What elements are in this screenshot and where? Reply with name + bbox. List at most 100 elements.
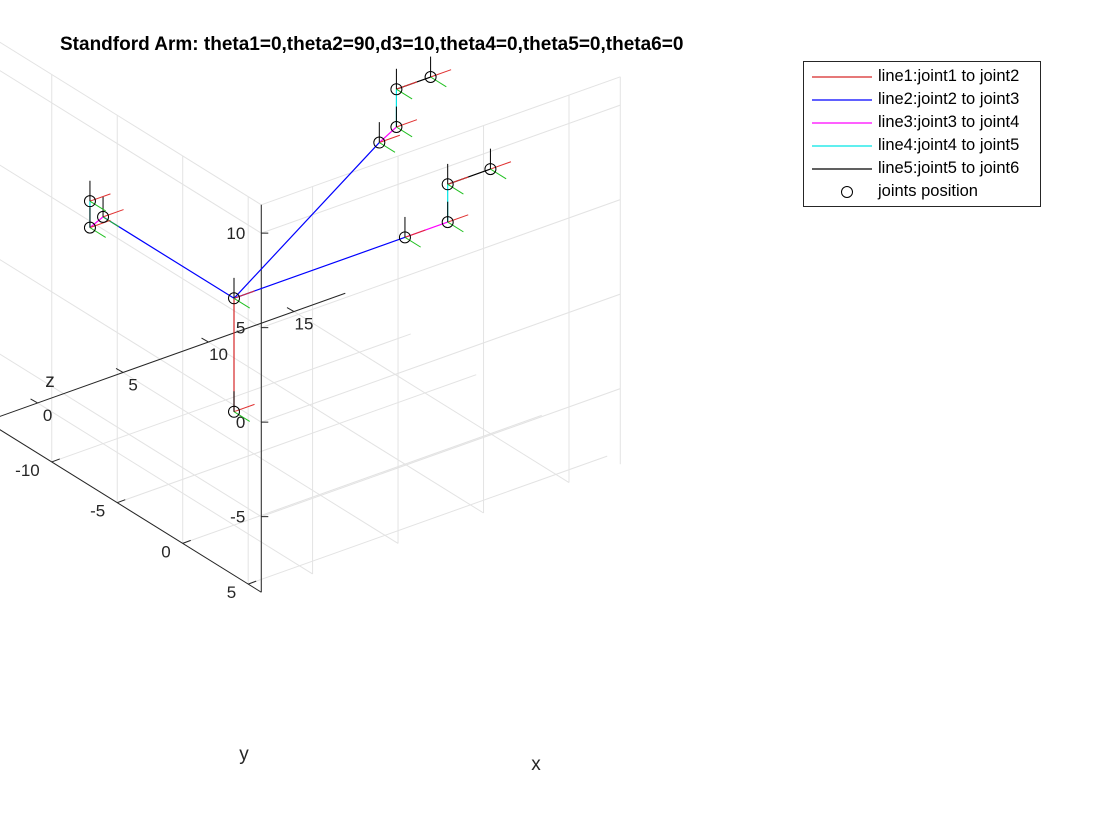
frame-y-axis [233, 411, 250, 422]
grid-line [293, 311, 570, 483]
grid-line [0, 259, 262, 423]
series-line-3 [89, 216, 104, 229]
frame-y-axis [447, 221, 464, 233]
x-axis-label: x [531, 754, 541, 775]
frame-x-axis [379, 134, 400, 144]
x-tick-label: 15 [295, 315, 314, 334]
joint-marker [373, 136, 386, 149]
joint-marker [390, 120, 403, 133]
grid-line [51, 333, 411, 463]
joint-marker [441, 216, 454, 229]
joint-markers [83, 71, 497, 418]
frame-y-axis [396, 126, 413, 138]
y-tick-mark [51, 458, 60, 463]
frame-y-axis [430, 76, 447, 88]
legend-label-line5: line5:joint5 to joint6 [878, 159, 1020, 177]
legend-label-line3: line3:joint3 to joint4 [878, 113, 1020, 131]
x-tick-mark [30, 398, 38, 404]
frame-x-axis [396, 119, 418, 128]
grid-line [117, 374, 477, 504]
frame-x-axis [102, 209, 124, 218]
grid-line [261, 199, 621, 329]
x-tick-label: 5 [128, 375, 137, 394]
z-tick-label: -5 [230, 508, 245, 527]
legend-label-joints: joints position [878, 182, 978, 200]
joint-marker [83, 195, 96, 208]
frame-x-axis [404, 229, 426, 238]
grid-line [261, 293, 621, 423]
x-tick-label: 0 [43, 406, 52, 425]
frame-x-axis [396, 81, 418, 90]
series-line-2 [102, 216, 235, 299]
y-tick-label: 0 [161, 542, 170, 561]
y-tick-mark [182, 539, 191, 544]
y-tick-label: -5 [90, 502, 105, 521]
tick-labels: 0 5 10 15 -10 -5 0 5 -5 0 5 10 [15, 224, 313, 602]
grid-line [122, 372, 399, 544]
x-tick-mark [115, 368, 124, 373]
z-tick-label: 10 [226, 224, 245, 243]
legend-label-line4: line4:joint4 to joint5 [878, 136, 1020, 154]
frame-y-axis [490, 168, 507, 180]
grid-line [248, 455, 608, 585]
joint-marker [97, 210, 110, 223]
legend-swatch-line5 [812, 168, 872, 170]
y-axis-line [0, 429, 262, 593]
frame-y-axis [89, 200, 106, 212]
grid-line [208, 341, 484, 514]
frame-x-axis [490, 161, 512, 170]
joint-marker [441, 178, 454, 191]
joint-marker [424, 71, 437, 84]
grid-line [182, 414, 542, 544]
grid-line [0, 164, 262, 329]
y-tick-mark [117, 499, 126, 504]
series-line-2 [233, 236, 406, 299]
y-axis-label: y [239, 744, 249, 765]
frame-y-axis [447, 183, 464, 195]
frame-x-axis [430, 69, 452, 78]
legend-swatch-joints [841, 186, 853, 198]
box-edge [261, 76, 621, 206]
x-tick-mark [201, 337, 209, 343]
frame-x-axis [447, 176, 469, 185]
legend-swatch-line4 [812, 145, 872, 147]
box-edge [0, 41, 262, 206]
frame-y-axis [102, 216, 120, 228]
joint-marker [398, 231, 411, 244]
z-tick-label: 5 [236, 319, 245, 338]
frame-y-axis [89, 227, 106, 238]
z-axis-label: z [45, 371, 55, 392]
grid-line [0, 70, 262, 234]
z-tick-label: 0 [236, 413, 245, 432]
x-tick-mark [286, 307, 295, 312]
legend-entry-line1: line1:joint1 to joint2 [804, 66, 1040, 88]
legend-swatch-line1 [812, 76, 872, 78]
chart-title: Standford Arm: theta1=0,theta2=90,d3=10,… [60, 34, 684, 55]
legend[interactable]: line1:joint1 to joint2 line2:joint2 to j… [803, 61, 1041, 207]
frame-y-axis [379, 142, 396, 153]
x-axis-line [0, 292, 346, 417]
y-tick-label: 5 [227, 583, 236, 602]
legend-entry-joints: joints position [804, 181, 1040, 203]
joint-marker [83, 221, 96, 234]
frame-y-axis [396, 88, 413, 100]
joint-marker [228, 292, 240, 305]
legend-swatch-line3 [812, 122, 872, 124]
legend-entry-line5: line5:joint5 to joint6 [804, 158, 1040, 180]
grid-line [0, 353, 262, 518]
grid-line [261, 104, 621, 234]
y-tick-label: -10 [15, 461, 40, 480]
frame-x-axis [89, 219, 111, 229]
joint-marker [484, 163, 497, 176]
grid-lines [0, 41, 621, 593]
series-line-3 [378, 126, 397, 143]
joint-marker [390, 83, 403, 96]
frame-x-axis [89, 193, 111, 202]
legend-entry-line2: line2:joint2 to joint3 [804, 89, 1040, 111]
legend-label-line2: line2:joint2 to joint3 [878, 90, 1020, 108]
x-tick-label: 10 [209, 345, 228, 364]
grid-line [37, 402, 313, 575]
legend-swatch-line2 [812, 99, 872, 101]
